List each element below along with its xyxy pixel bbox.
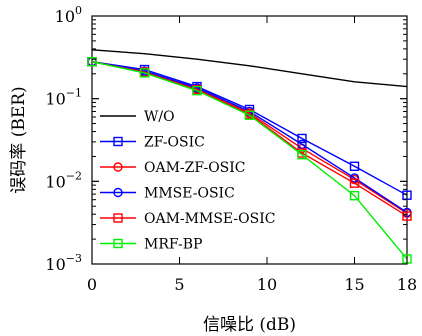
data-point bbox=[402, 211, 412, 221]
y-axis-ticks: 100 10−1 10−2 10−3 bbox=[45, 4, 407, 274]
legend-label: MMSE-OSIC bbox=[144, 186, 235, 202]
data-point bbox=[297, 133, 307, 144]
data-point bbox=[297, 149, 307, 160]
data-point bbox=[349, 178, 360, 188]
data-point bbox=[192, 85, 202, 96]
legend-marker bbox=[113, 213, 123, 223]
data-point bbox=[87, 57, 97, 67]
data-point bbox=[349, 191, 360, 201]
series-line bbox=[91, 61, 408, 217]
series-line bbox=[91, 61, 408, 214]
legend-item: OAM-MMSE-OSIC bbox=[100, 211, 275, 227]
legend-label: W/O bbox=[144, 109, 175, 125]
x-tick-label: 18 bbox=[397, 275, 417, 294]
legend: W/O ZF-OSIC OAM-ZF-OSIC MMSE-OSIC OAM-MMSE-O… bbox=[100, 109, 275, 253]
data-point bbox=[349, 161, 360, 172]
legend-marker bbox=[113, 187, 123, 198]
data-point bbox=[244, 110, 255, 120]
legend-label: OAM-ZF-OSIC bbox=[144, 160, 246, 176]
series-1 bbox=[87, 57, 412, 200]
y-axis-label: 误码率 (BER) bbox=[9, 86, 29, 193]
y-tick-label: 100 bbox=[55, 4, 82, 26]
data-point bbox=[139, 68, 150, 78]
data-point bbox=[349, 173, 360, 183]
x-tick-label: 10 bbox=[257, 275, 277, 294]
legend-label: ZF-OSIC bbox=[144, 135, 205, 151]
legend-marker bbox=[113, 238, 123, 249]
legend-item: MRF-BP bbox=[100, 237, 202, 253]
x-axis-ticks: 0 5 10 15 18 bbox=[87, 16, 417, 294]
x-tick-label: 0 bbox=[87, 275, 97, 294]
x-tick-label: 15 bbox=[344, 275, 364, 294]
plot-frame bbox=[91, 15, 408, 265]
series-2 bbox=[87, 57, 412, 219]
y-tick-label: 10−2 bbox=[45, 169, 82, 191]
series-0 bbox=[91, 49, 408, 88]
series-5 bbox=[87, 57, 412, 264]
x-axis-label: 信噪比 (dB) bbox=[203, 315, 296, 335]
series-3 bbox=[87, 57, 412, 218]
legend-item: W/O bbox=[100, 109, 175, 125]
series-line bbox=[91, 49, 408, 88]
legend-item: MMSE-OSIC bbox=[100, 186, 235, 202]
x-tick-label: 5 bbox=[174, 275, 184, 294]
series-line bbox=[91, 61, 408, 260]
legend-item: ZF-OSIC bbox=[100, 135, 205, 151]
series-line bbox=[91, 61, 408, 214]
legend-marker bbox=[113, 136, 123, 147]
y-tick-label: 10−3 bbox=[45, 252, 82, 274]
legend-label: MRF-BP bbox=[144, 237, 202, 253]
legend-item: OAM-ZF-OSIC bbox=[100, 160, 246, 176]
y-tick-label: 10−1 bbox=[45, 87, 82, 109]
legend-label: OAM-MMSE-OSIC bbox=[144, 211, 275, 227]
legend-marker bbox=[113, 162, 123, 172]
